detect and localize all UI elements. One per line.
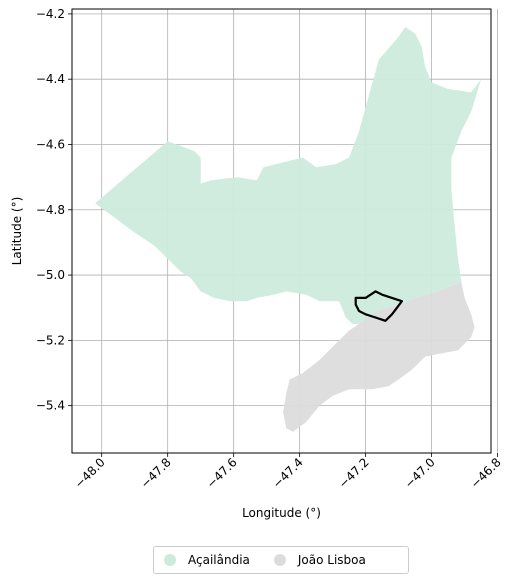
y-tick-label: −5.4 [36,399,65,413]
x-tick-label: −47.8 [138,455,174,491]
y-tick-label: −5.2 [36,333,65,347]
highlight-outline [354,290,403,322]
legend-item-joao-lisboa: João Lisboa [273,553,366,567]
x-tick-label: −48.0 [72,455,108,491]
y-tick-label: −4.8 [36,203,65,217]
x-tick-label: −47.2 [336,455,372,491]
x-tick-label: −47.4 [270,455,306,491]
region-acailandia [95,27,482,324]
y-tick-label: −4.6 [36,137,65,151]
y-axis-label: Latitude (°) [10,197,24,266]
x-tick-label: −47.0 [402,455,438,491]
legend-label-joao-lisboa: João Lisboa [297,553,366,567]
y-tick-label: −5.0 [36,268,65,282]
y-tick-label: −4.2 [36,7,65,21]
region-joao-lisboa [283,281,475,432]
plot-frame [71,8,492,454]
legend: Açailândia João Lisboa [153,546,409,574]
legend-item-acailandia: Açailândia [164,553,250,567]
x-tick-label: −47.6 [204,455,240,491]
x-tick-label: −46.8 [468,455,504,491]
x-axis-label: Longitude (°) [242,506,321,520]
legend-marker-acailandia [164,554,176,566]
y-tick-label: −4.4 [36,72,65,86]
legend-label-acailandia: Açailândia [188,553,250,567]
legend-marker-joao-lisboa [273,554,286,566]
